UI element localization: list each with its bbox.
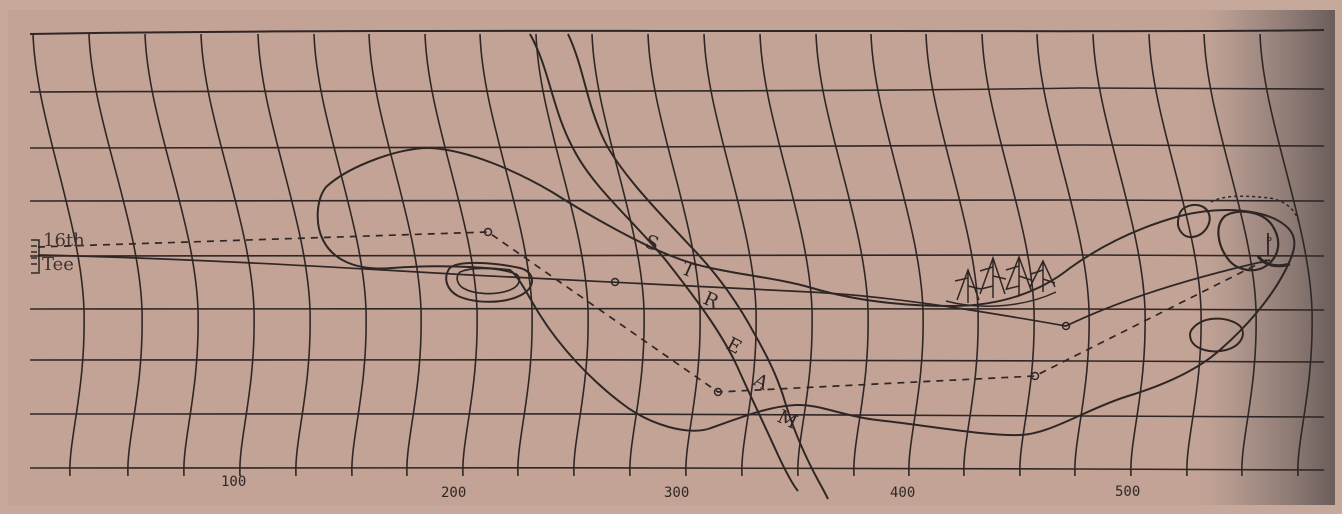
grid-vertical-line [368,33,422,477]
island-bunker-inner [456,267,521,295]
map-top-border [29,29,1325,35]
grid-vertical-line [1092,33,1146,477]
grid-vertical-line [200,33,255,477]
grid-vertical-line [591,33,645,477]
tee-label-line2: Tee [42,254,74,275]
grid-horizontal-line [29,199,1325,202]
grid-vertical-line [1036,33,1090,477]
route-marker-2 [610,277,620,287]
paper-panel [8,10,1333,505]
grid-vertical-line [144,33,199,477]
tree-cluster [945,254,1057,307]
grid-vertical-line [815,33,869,477]
grid-horizontal-line [29,466,1325,471]
grid-vertical-line [313,33,367,477]
grid-vertical-line [88,33,143,477]
tee-marker [31,239,40,274]
grid-vertical-line [925,33,979,477]
stream-left-bank [529,33,799,492]
green-outline [1217,210,1280,272]
scale-label-400: 400 [890,485,915,501]
grid-vertical-line [647,33,701,477]
grid-vertical-line [1259,33,1313,477]
green-left-bunker [1176,203,1211,239]
grid-horizontal-line [29,87,1325,93]
grid-horizontal-line [29,358,1325,363]
grid-horizontal-line [29,254,1325,257]
grid-vertical-line [535,33,589,477]
stream-right-bank [567,33,829,500]
grid-vertical-line [32,33,85,477]
scale-label-500: 500 [1115,484,1140,500]
grid-vertical-line [1203,33,1257,477]
green-right-bunker [1189,317,1244,353]
flag-marker: P [1266,236,1272,247]
route-marker-1 [483,227,493,237]
grid-horizontal-line [29,144,1325,149]
layup-route-line [37,231,1269,393]
scale-label-100: 100 [221,474,246,490]
grid-lines [29,33,1325,477]
grid-vertical-line [703,33,757,477]
island-bunker-outer [445,261,533,303]
grid-vertical-line [759,33,813,477]
grid-vertical-line [981,33,1035,477]
grid-vertical-line [1148,33,1202,477]
green-front-edge [1256,255,1291,268]
grid-vertical-line [870,33,924,477]
scale-label-300: 300 [664,485,689,501]
green-back-rough [1210,195,1299,221]
tee-shot-line [37,254,1271,327]
scale-label-200: 200 [441,485,466,501]
route-marker-3 [713,387,723,397]
tee-label-line1: 16th [43,230,85,251]
grid-horizontal-line [29,307,1325,311]
route-marker-5 [1061,321,1071,331]
route-marker-4 [1030,371,1040,381]
grid-vertical-line [257,33,311,477]
